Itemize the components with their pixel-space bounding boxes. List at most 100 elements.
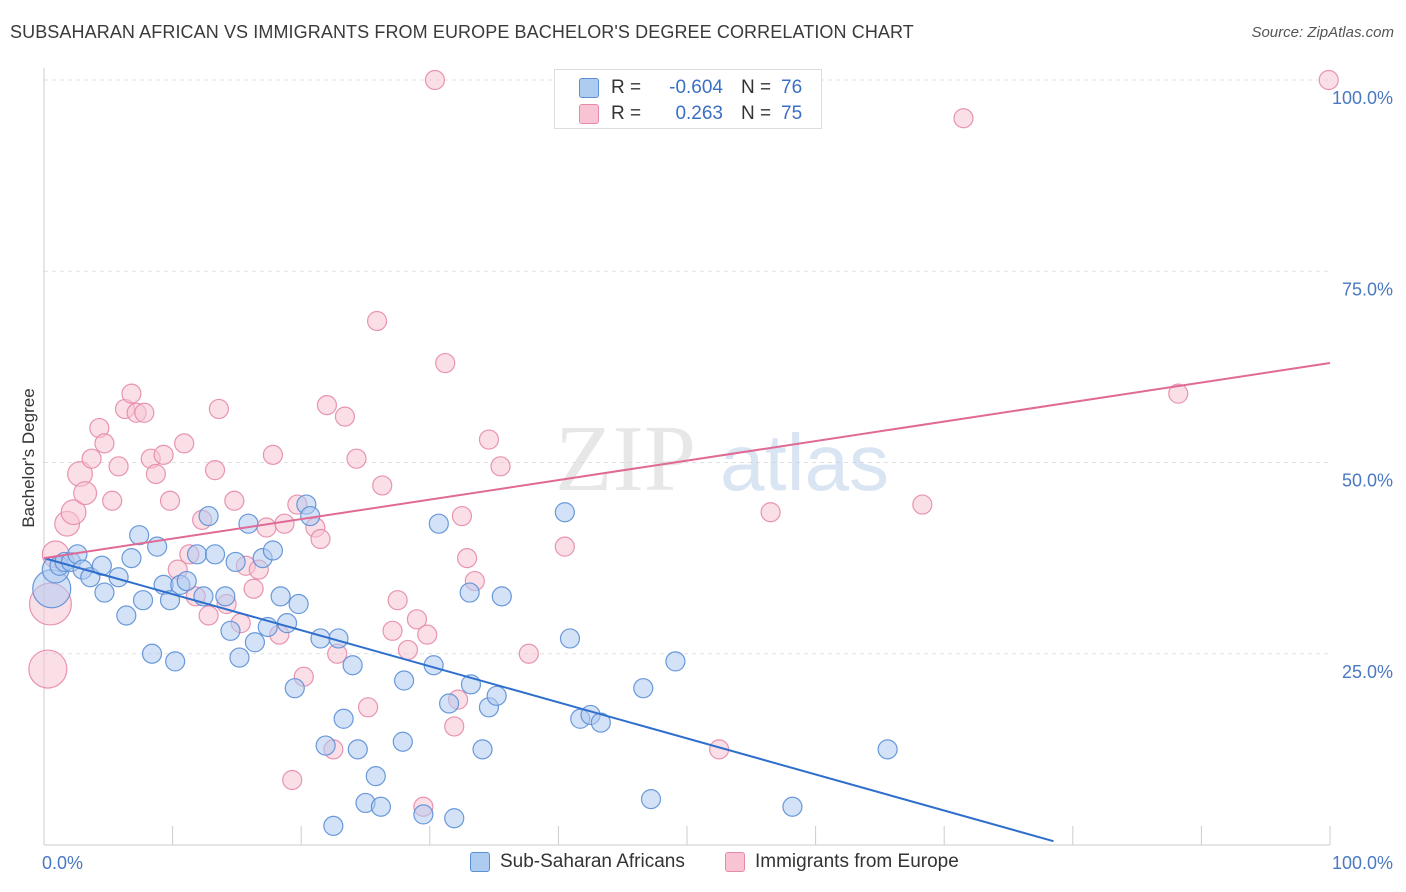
point-immigrants-from-europe xyxy=(346,448,367,469)
point-immigrants-from-europe xyxy=(81,448,102,469)
point-immigrants-from-europe xyxy=(357,697,379,718)
point-sub-saharan-africans xyxy=(176,570,197,592)
trend-line-sub-saharan xyxy=(43,557,1054,843)
point-immigrants-from-europe xyxy=(456,548,478,569)
series-legend-label: Sub-Saharan Africans xyxy=(500,851,685,872)
point-immigrants-from-europe xyxy=(28,649,68,689)
point-immigrants-from-europe xyxy=(760,502,781,523)
series-legend-item-sub-saharan[interactable]: Sub-Saharan Africans xyxy=(470,851,685,873)
point-sub-saharan-africans xyxy=(877,739,898,760)
series-legend-swatch-pink xyxy=(725,852,745,872)
point-immigrants-from-europe xyxy=(198,605,219,626)
point-immigrants-from-europe xyxy=(145,463,166,485)
legend-row-europe: R = 0.263 N = 75 xyxy=(579,102,802,126)
y-tick-label: 25.0% xyxy=(1342,662,1393,682)
point-sub-saharan-africans xyxy=(204,544,226,565)
x-tick-label: 0.0% xyxy=(42,853,83,873)
series-sub-saharan-africans xyxy=(32,494,898,836)
legend-n-value: 76 xyxy=(781,77,803,98)
point-immigrants-from-europe xyxy=(256,517,277,538)
point-immigrants-from-europe xyxy=(382,620,403,641)
point-immigrants-from-europe xyxy=(435,352,456,374)
point-sub-saharan-africans xyxy=(633,678,654,699)
point-sub-saharan-africans xyxy=(315,735,336,756)
point-immigrants-from-europe xyxy=(108,456,129,477)
point-sub-saharan-africans xyxy=(198,505,219,527)
point-sub-saharan-africans xyxy=(665,651,686,672)
point-sub-saharan-africans xyxy=(132,590,154,611)
point-immigrants-from-europe xyxy=(94,433,115,454)
series-legend: Sub-Saharan Africans Immigrants from Eur… xyxy=(0,851,1406,877)
point-sub-saharan-africans xyxy=(333,708,354,729)
y-tick-label: 75.0% xyxy=(1342,279,1393,299)
point-immigrants-from-europe xyxy=(417,624,438,645)
legend-r-label: R = xyxy=(611,77,642,98)
series-legend-swatch-blue xyxy=(470,852,490,872)
point-sub-saharan-africans xyxy=(186,544,208,565)
point-sub-saharan-africans xyxy=(491,586,512,607)
point-immigrants-from-europe xyxy=(451,505,473,527)
legend-n-label: N = xyxy=(741,77,772,98)
point-sub-saharan-africans xyxy=(323,815,344,836)
legend-row-sub-saharan: R = -0.604 N = 76 xyxy=(579,76,802,100)
series-legend-item-europe[interactable]: Immigrants from Europe xyxy=(725,851,959,873)
point-sub-saharan-africans xyxy=(428,513,449,534)
source-label: Source: ZipAtlas.com xyxy=(1251,24,1394,41)
point-sub-saharan-africans xyxy=(393,670,415,691)
point-immigrants-from-europe xyxy=(224,490,245,511)
legend-n-label: N = xyxy=(741,103,772,124)
point-immigrants-from-europe xyxy=(372,475,393,496)
point-sub-saharan-africans xyxy=(121,548,142,569)
point-immigrants-from-europe xyxy=(444,716,465,737)
point-immigrants-from-europe xyxy=(316,395,338,416)
trend-line-europe xyxy=(43,362,1331,560)
point-sub-saharan-africans xyxy=(284,678,305,699)
point-immigrants-from-europe xyxy=(262,444,284,465)
series-legend-label: Immigrants from Europe xyxy=(755,851,959,872)
legend-r-value: 0.263 xyxy=(675,103,723,124)
correlation-legend: R = -0.604 N = 76 R = 0.263 N = 75 xyxy=(554,69,822,129)
point-immigrants-from-europe xyxy=(478,429,500,450)
legend-swatch-pink xyxy=(579,104,599,124)
point-immigrants-from-europe xyxy=(204,460,226,481)
point-sub-saharan-africans xyxy=(640,788,662,810)
watermark-atlas: atlas xyxy=(720,418,889,507)
legend-n-value: 75 xyxy=(781,103,803,124)
point-sub-saharan-africans xyxy=(165,651,186,672)
point-sub-saharan-africans xyxy=(238,513,259,534)
point-sub-saharan-africans xyxy=(590,712,611,733)
point-immigrants-from-europe xyxy=(397,639,419,661)
point-sub-saharan-africans xyxy=(444,808,465,829)
point-sub-saharan-africans xyxy=(288,593,309,615)
point-sub-saharan-africans xyxy=(554,502,575,523)
point-immigrants-from-europe xyxy=(366,310,388,332)
point-immigrants-from-europe xyxy=(1318,69,1339,91)
y-axis-label: Bachelor's Degree xyxy=(19,388,38,527)
point-immigrants-from-europe xyxy=(424,69,446,91)
point-sub-saharan-africans xyxy=(270,586,291,607)
point-sub-saharan-africans xyxy=(215,586,236,607)
point-immigrants-from-europe xyxy=(274,513,295,534)
point-immigrants-from-europe xyxy=(174,433,195,454)
point-immigrants-from-europe xyxy=(121,383,142,404)
point-sub-saharan-africans xyxy=(347,739,368,760)
point-immigrants-from-europe xyxy=(912,494,933,515)
trend-lines xyxy=(43,362,1331,843)
point-immigrants-from-europe xyxy=(490,456,511,477)
legend-swatch-blue xyxy=(579,78,599,98)
point-immigrants-from-europe xyxy=(554,536,575,557)
point-sub-saharan-africans xyxy=(559,628,581,649)
point-immigrants-from-europe xyxy=(243,578,264,599)
point-immigrants-from-europe xyxy=(208,398,229,420)
point-sub-saharan-africans xyxy=(225,551,246,573)
point-sub-saharan-africans xyxy=(220,620,241,641)
point-immigrants-from-europe xyxy=(518,643,539,664)
point-sub-saharan-africans xyxy=(438,693,460,714)
series-immigrants-from-europe xyxy=(28,69,1339,817)
point-sub-saharan-africans xyxy=(472,739,493,760)
point-sub-saharan-africans xyxy=(370,796,392,817)
legend-r-value: -0.604 xyxy=(669,77,723,98)
point-immigrants-from-europe xyxy=(102,490,123,511)
point-sub-saharan-africans xyxy=(365,766,386,787)
